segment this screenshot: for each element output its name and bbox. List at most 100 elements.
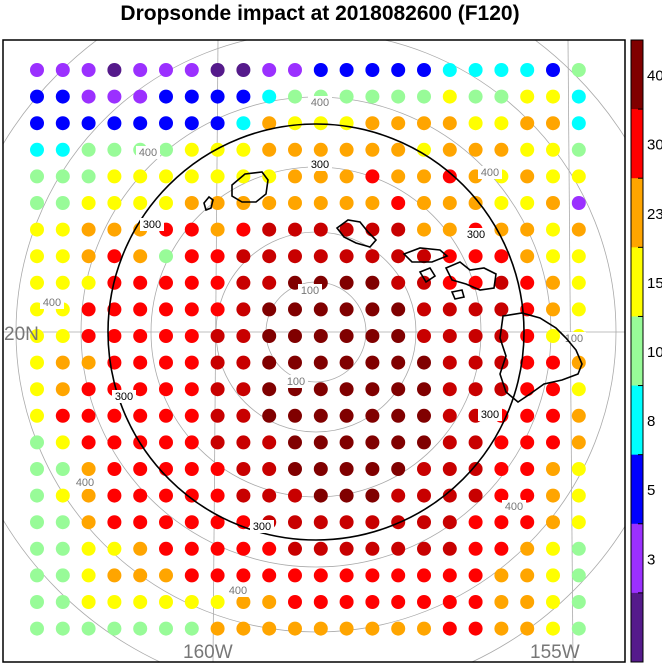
impact-dot [546,355,560,370]
impact-dot [313,63,328,77]
colorbar: 3 5 8 10 15 23 30 40 [630,39,662,663]
colorbar-segment [631,454,643,525]
impact-dot [313,302,328,317]
impact-dot [339,275,354,290]
geo-labels: 20N 160W 155W [4,324,580,663]
impact-dot [391,462,406,476]
colorbar-tick-label: 8 [647,413,655,430]
impact-dot [288,595,302,609]
ring-label-bg [140,218,164,231]
impact-dot [159,169,173,184]
impact-dot [133,382,148,397]
impact-dot [55,621,70,636]
impact-dot [494,435,509,450]
colorbar-segment [631,592,643,663]
impact-dot [571,515,586,530]
impact-dot [55,515,70,530]
lat-label-20n: 20N [4,324,39,345]
impact-dot [571,249,586,264]
impact-dot [81,275,96,290]
impact-dot [391,169,406,184]
impact-dot [391,541,406,556]
impact-dot [288,568,302,583]
impact-dot [494,621,509,636]
impact-dot [262,488,277,503]
impact-dot [210,196,225,210]
impact-dot [184,249,199,264]
impact-dot [339,63,354,77]
impact-dot [262,169,277,184]
impact-dot [313,462,328,476]
impact-dot [236,488,251,503]
impact-dot [210,275,225,290]
colorbar-segment [631,523,643,594]
impact-dot [546,89,560,104]
impact-dot [184,541,199,556]
impact-dot [365,89,380,104]
impact-dot [107,249,122,264]
impact-dot [442,541,457,556]
impact-dot [30,621,44,636]
coastline-niihau [203,195,214,212]
impact-dot [210,116,225,131]
impact-dot [417,515,431,530]
impact-dot [81,621,96,636]
impact-dot [159,329,173,343]
impact-dot [442,355,457,370]
impact-dot [55,408,70,423]
impact-dot [365,515,380,530]
impact-dot [55,382,70,397]
impact-dot [313,196,328,210]
impact-dot [313,169,328,184]
impact-dot [339,568,354,583]
impact-dot [313,621,328,636]
impact-dot [468,89,483,104]
impact-dot [262,249,277,264]
impact-dot [571,488,586,503]
impact-dot [262,382,277,397]
impact-dot [133,196,148,210]
impact-dot [546,329,560,343]
impact-dot [417,595,431,609]
impact-dot [313,595,328,609]
impact-dot [210,355,225,370]
impact-dot [184,329,199,343]
impact-dot [365,116,380,131]
impact-dot [159,488,173,503]
impact-dot [133,329,148,343]
impact-dot [546,595,560,609]
impact-dot [468,329,483,343]
impact-dot [520,329,535,343]
ring-label: 400 [229,585,247,597]
impact-dot [288,169,302,184]
impact-dot [365,196,380,210]
impact-dot [494,249,509,264]
impact-dot [468,462,483,476]
impact-dot [571,222,586,237]
impact-dot [546,275,560,290]
impact-dot [339,196,354,210]
impact-dot [236,116,251,131]
impact-dot [417,142,431,157]
impact-dot [210,169,225,184]
impact-dot [391,355,406,370]
impact-dot [210,329,225,343]
impact-dot [210,595,225,609]
impact-dot [494,196,509,210]
impact-dot [313,329,328,343]
impact-dot [442,116,457,131]
impact-dot [520,355,535,370]
impact-dot [81,222,96,237]
impact-dot [442,63,457,77]
impact-dot [30,462,44,476]
impact-dot [184,302,199,317]
impact-dot [262,329,277,343]
impact-dot [391,222,406,237]
coastline-kahoolawe [450,289,466,300]
impact-dot [391,329,406,343]
impact-dot [571,89,586,104]
colorbar-tick-label: 5 [647,482,655,499]
impact-dot [417,275,431,290]
impact-dot [365,275,380,290]
impact-dot [210,63,225,77]
